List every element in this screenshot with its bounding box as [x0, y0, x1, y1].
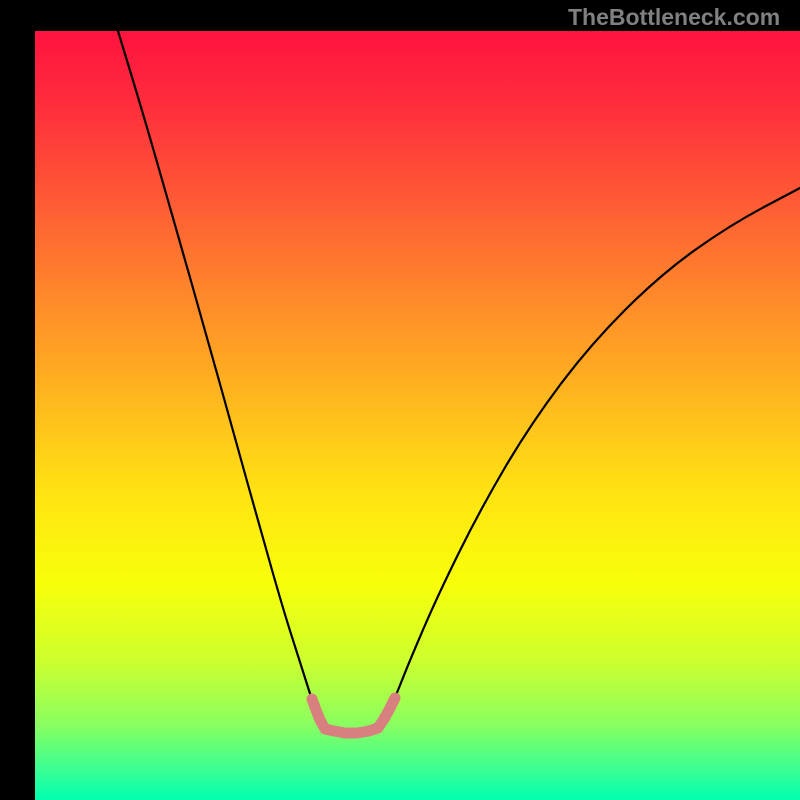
gradient-background — [35, 31, 800, 800]
chart-stage: TheBottleneck.com — [0, 0, 800, 800]
watermark-text: TheBottleneck.com — [568, 4, 780, 31]
